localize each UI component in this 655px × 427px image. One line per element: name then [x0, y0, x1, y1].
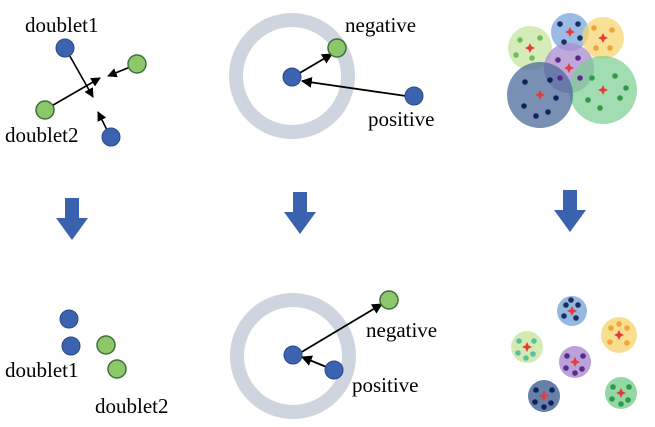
cluster-purple-bottom [559, 346, 591, 378]
panel-top-left: doublet1 doublet2 [5, 13, 147, 147]
cluster-navy-bottom [528, 380, 560, 412]
node-blue-doublet1 [55, 38, 75, 58]
panel-top-middle: negative positive [229, 13, 435, 139]
arrow-to-negative-top [297, 53, 333, 75]
arrow-from-positive-bottom [300, 355, 330, 369]
node-green-sep-2 [107, 359, 127, 379]
node-green-right [127, 54, 147, 74]
cluster-blue-bottom [557, 296, 587, 326]
node-blue-sep-2 [61, 336, 81, 356]
down-arrow-right [554, 190, 586, 232]
ring-top [229, 13, 355, 139]
node-negative-top [327, 38, 347, 58]
label-doublet2-top: doublet2 [5, 123, 79, 147]
label-positive-top: positive [368, 107, 435, 131]
node-negative-bottom [379, 290, 399, 310]
cluster-green-bottom [605, 377, 637, 409]
down-arrows [56, 190, 586, 240]
node-positive-bottom [324, 360, 344, 380]
cluster-lightgreen-bottom [511, 331, 543, 363]
down-arrow-middle [284, 192, 316, 234]
panel-top-right [507, 13, 637, 128]
panel-bottom-right [511, 296, 637, 412]
label-doublet1-bottom: doublet1 [5, 358, 79, 382]
arrow-to-negative-bottom [299, 303, 383, 354]
node-anchor-top [282, 67, 302, 87]
node-green-doublet2 [35, 100, 55, 120]
node-blue-bottom [101, 127, 121, 147]
ring-bottom [230, 293, 356, 419]
arrow-doublet1-inward [66, 50, 94, 98]
down-arrow-left [56, 198, 88, 240]
label-doublet1-top: doublet1 [25, 13, 99, 37]
node-anchor-bottom [283, 345, 303, 365]
label-positive-bottom: positive [352, 373, 419, 397]
cluster-yellow-bottom [601, 317, 637, 353]
cluster-centers-top [525, 27, 608, 100]
label-doublet2-bottom: doublet2 [95, 394, 169, 418]
node-blue-sep-1 [59, 309, 79, 329]
node-positive-top [404, 86, 424, 106]
cluster-dots-top [513, 21, 629, 119]
label-negative-top: negative [345, 13, 416, 37]
panel-bottom-left: doublet1 doublet2 [5, 309, 169, 418]
node-green-sep-1 [96, 335, 116, 355]
arrow-from-positive-top [300, 77, 407, 97]
panel-bottom-middle: negative positive [230, 290, 437, 419]
arrow-doublet2-inward [47, 77, 101, 109]
label-negative-bottom: negative [366, 318, 437, 342]
